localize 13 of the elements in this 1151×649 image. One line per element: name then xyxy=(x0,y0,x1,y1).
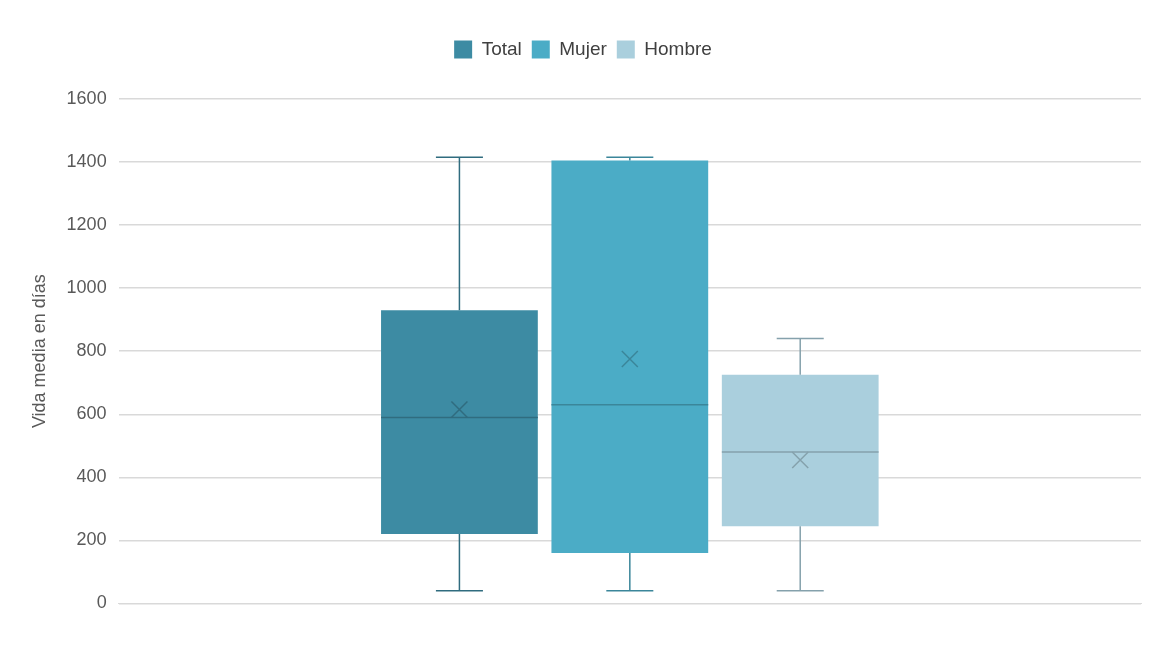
legend-label: Mujer xyxy=(559,37,608,59)
y-axis-title: Vida media en días xyxy=(28,274,49,429)
y-tick-label: 800 xyxy=(76,340,107,361)
y-tick-label: 600 xyxy=(76,403,107,424)
y-tick-label: 1200 xyxy=(66,214,107,235)
y-tick-label: 1000 xyxy=(66,277,107,298)
y-tick-label: 1400 xyxy=(66,151,107,172)
y-tick-label: 0 xyxy=(96,592,107,613)
legend-label: Total xyxy=(481,37,522,59)
y-tick-label: 400 xyxy=(76,466,107,487)
y-tick-label: 1600 xyxy=(66,87,107,108)
y-tick-label: 200 xyxy=(76,529,107,550)
legend-label: Hombre xyxy=(644,37,712,59)
